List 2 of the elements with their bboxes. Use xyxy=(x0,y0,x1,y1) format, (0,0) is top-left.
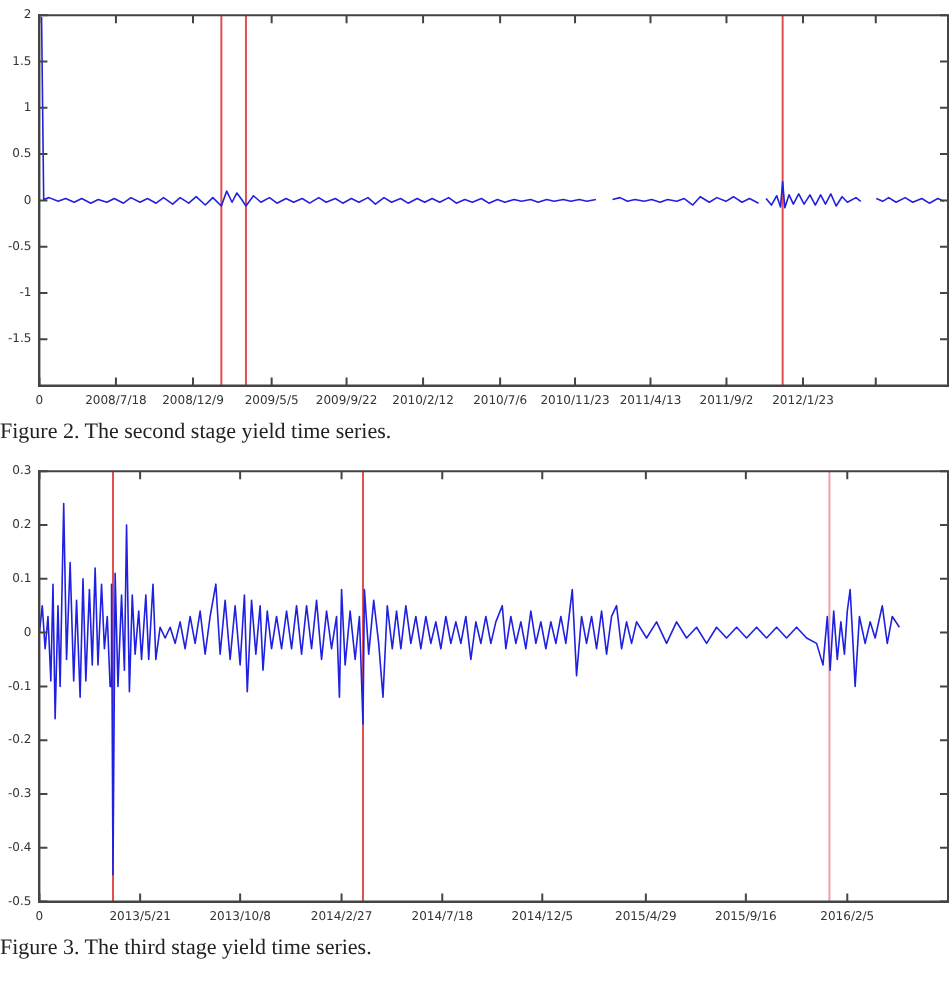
caption: Figure 3. The third stage yield time series. xyxy=(0,934,374,964)
caption: Figure 2. The second stage yield time series. xyxy=(0,418,394,448)
